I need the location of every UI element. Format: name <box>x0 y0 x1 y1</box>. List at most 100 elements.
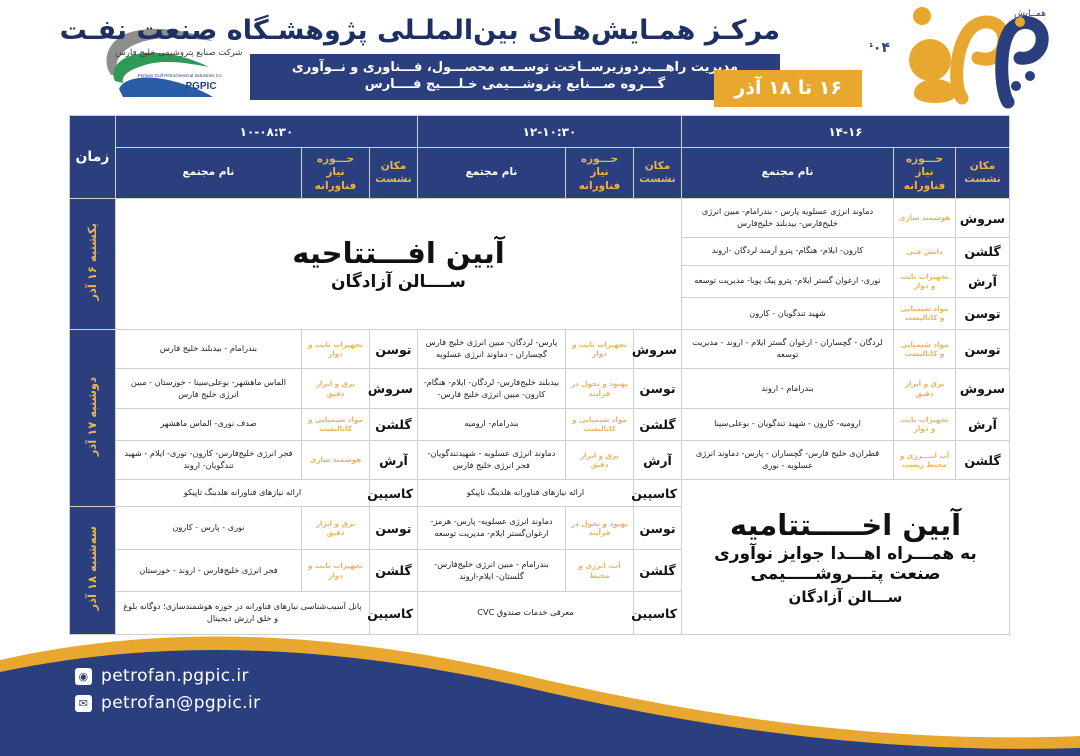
contact-block: ◉ petrofan.pgpic.ir ✉ petrofan@pgpic.ir <box>75 666 260 720</box>
time-slot-10-0830: ۱۰-۰۸:۳۰ <box>114 115 418 148</box>
col-head-place-3: مکان نشست <box>368 147 418 199</box>
contact-email[interactable]: ✉ petrofan@pgpic.ir <box>75 693 260 713</box>
table-row: توسن مواد شیمیایی و کاتالیست لردگان - گچ… <box>68 329 1010 508</box>
email-text: petrofan@pgpic.ir <box>101 693 261 713</box>
cell-names: بیدبلند خلیج‌فارس- لردگان- ایلام- هنگام-… <box>416 368 566 409</box>
cell-domain: تجهیزات ثابت و دوار <box>564 329 634 370</box>
globe-icon: ◉ <box>75 667 92 685</box>
subtitle-line-1: مدیریت راهـــبردوزیرســاخت توســعه محصــ… <box>291 59 739 75</box>
table-head: ۱۴-۱۶ ۱۲-۱۰:۳۰ ۱۰-۰۸:۳۰ زمان مکان نشست ح… <box>68 115 1011 199</box>
closing-ceremony-cell: آیین اخـــــتتامیه به همـــراه اهـــدا ج… <box>680 479 1011 635</box>
cell-names: فجر انرژی خلیج‌فارس - اروند - خوزستان <box>114 548 302 593</box>
table-row: آرش تجهیزات ثابت و دوار نوری- ارغوان گست… <box>69 264 1010 298</box>
website-text: petrofan.pgpic.ir <box>101 666 249 686</box>
cell-domain: تجهیزات ثابت و دوار <box>893 264 956 298</box>
col-head-names-2: نام مجتمع <box>416 147 566 199</box>
table-row: آرش تجهیزات ثابت و دوار ارومیه- کارون - … <box>69 407 1010 441</box>
cell-place: توسن <box>955 296 1010 331</box>
cell-place: گلشن <box>632 407 682 441</box>
col-head-domain-2: حـــوزه نیاز فناورانه <box>564 147 634 199</box>
table-row: گلشن آب انــــرژی و محیط زیست قطران‌ی خل… <box>69 439 1010 481</box>
cell-names: پانل آسیب‌شناسی نیازهای فناورانه در حوزه… <box>114 591 370 635</box>
closing-ceremony-note: به همـــراه اهـــدا جوایز نوآوری صنعت پت… <box>714 544 977 585</box>
time-slot-14-16: ۱۴-۱۶ <box>680 115 1011 148</box>
cell-place: کاسپین <box>631 591 682 635</box>
poster-header: شرکت صنایع پتروشیمی خلیج فارس Persian Gu… <box>0 0 1080 115</box>
cell-names: دماوند انرژی عسلویه- پارس- هرمز- ارغوان‌… <box>416 506 566 550</box>
time-slot-header-row: ۱۴-۱۶ ۱۲-۱۰:۳۰ ۱۰-۰۸:۳۰ زمان <box>68 115 1011 199</box>
header-title-block: مرکـز همـایش‌هـای بین‌الملـلی پژوهشـگاه … <box>59 14 781 100</box>
cell-domain: برق و ابزار دقیق <box>564 439 634 481</box>
cell-domain: آب انــــرژی و محیط زیست <box>893 439 956 481</box>
cell-domain: دانش فنی <box>893 237 956 266</box>
cell-place: سروش <box>632 329 682 370</box>
col-head-place-1: مکان نشست <box>955 147 1010 199</box>
pgpic-logo-mark: شرکت صنایع پتروشیمی خلیج فارس Persian Gu… <box>106 28 243 97</box>
cell-domain: برق و ابزار دقیق <box>300 506 370 550</box>
table-row: کاسپین معرفی خدمات صندوق CVC کاسپین پانل… <box>69 591 1009 635</box>
closing-ceremony-title: آیین اخـــــتتامیه <box>729 508 962 543</box>
cell-place: گلشن <box>632 548 682 593</box>
event-date-badge: ۱۶ تا ۱۸ آذر <box>714 70 862 107</box>
cell-names: صدف نوری- الماس ماهشهر <box>114 407 302 441</box>
cell-names: نوری- ارغوان گستر ایلام- پترو پیک پویا- … <box>680 264 895 298</box>
petrofan-brand-logo: ۱۴۰۴ همــایش <box>870 7 1049 109</box>
col-head-names-3: نام مجتمع <box>114 147 302 199</box>
cell-names: نوری - پارس - کارون <box>114 506 302 550</box>
page-title: مرکـز همـایش‌هـای بین‌الملـلی پژوهشـگاه … <box>59 15 781 46</box>
cell-place: گلشن <box>368 407 418 441</box>
zaman-header: زمان <box>68 115 116 199</box>
schedule-table-area: ۱۴-۱۶ ۱۲-۱۰:۳۰ ۱۰-۰۸:۳۰ زمان مکان نشست ح… <box>0 115 1080 635</box>
cell-place: آرش <box>955 407 1010 441</box>
day-label-1: یکشنبه ۱۶ آذر <box>68 197 116 331</box>
cell-place: گلشن <box>368 548 418 593</box>
brand-kicker-text: همــایش <box>1014 9 1046 19</box>
svg-text:شرکت صنایع پتروشیمی خلیج فارس: شرکت صنایع پتروشیمی خلیج فارس <box>116 48 243 58</box>
cell-domain: مواد شیمیایی و کاتالیست <box>564 407 634 441</box>
cell-place: سروش <box>955 197 1010 239</box>
svg-text:Persian Gulf Petrochemical Ind: Persian Gulf Petrochemical Industries Co… <box>136 73 222 78</box>
cell-domain: هوشمند سازی <box>893 197 956 239</box>
column-header-row: مکان نشست حـــوزه نیاز فناورانه نام مجتم… <box>69 147 1010 199</box>
day-label-3-text: سه‌شنبه ۱۸ آذر <box>85 526 100 611</box>
col-head-names-1: نام مجتمع <box>680 147 895 199</box>
brand-year-text: ۱۴۰۴ <box>870 40 890 56</box>
table-row: توسن مواد شیمیایی و کاتالیست شهید تندگوی… <box>69 296 1010 331</box>
cell-names: ارومیه- کارون - شهید تندگویان - بوعلی‌سی… <box>680 407 895 441</box>
cell-domain: برق و ابزار دقیق <box>893 368 956 409</box>
cell-domain: مواد شیمیایی و کاتالیست <box>300 407 370 441</box>
cell-place: توسن <box>632 368 682 409</box>
cell-place: توسن <box>368 506 418 550</box>
cell-place: توسن <box>632 506 682 550</box>
closing-ceremony-venue: ســـالن آزادگان <box>788 588 903 607</box>
envelope-icon: ✉ <box>75 694 92 712</box>
day-label-1-text: یکشنبه ۱۶ آذر <box>85 223 100 301</box>
svg-text:PGPIC: PGPIC <box>185 81 216 92</box>
cell-names: کارون- ایلام- هنگام- پترو آرمند لردگان -… <box>680 237 895 266</box>
cell-names: الماس ماهشهر- بوعلی‌سینا - خوزستان - مبی… <box>114 368 302 409</box>
cell-domain: تجهیزات ثابت و دوار <box>300 329 370 370</box>
schedule-table: ۱۴-۱۶ ۱۲-۱۰:۳۰ ۱۰-۰۸:۳۰ زمان مکان نشست ح… <box>68 115 1011 635</box>
cell-place: توسن <box>368 329 418 370</box>
poster-footer: ◉ petrofan.pgpic.ir ✉ petrofan@pgpic.ir <box>0 616 1080 756</box>
table-body: سروش هوشمند سازی دماوند انرژی عسلویه پار… <box>68 197 1011 635</box>
cell-domain: بهبود و تحول در فرآیند <box>564 368 634 409</box>
cell-place: کاسپین <box>367 479 418 508</box>
cell-domain: مواد شیمیایی و کاتالیست <box>893 329 956 370</box>
col-head-place-2: مکان نشست <box>632 147 682 199</box>
cell-place: کاسپین <box>631 479 682 508</box>
col-head-domain-1: حـــوزه نیاز فناورانه <box>893 147 956 199</box>
cell-names: بندرامام- ارومیه <box>416 407 566 441</box>
opening-ceremony-title: آیین افـــتتاحیه <box>292 236 505 271</box>
table-row: گلشن آب، انرژی و محیط بندرامام - مبین ان… <box>69 548 1009 593</box>
cell-place: گلشن <box>955 237 1010 266</box>
contact-website[interactable]: ◉ petrofan.pgpic.ir <box>75 666 260 686</box>
cell-names: پارس- لردگان- مبین انرژی خلیج فارس گچسار… <box>416 329 566 370</box>
cell-names: دماوند انرژی عسلویه پارس - بندرامام- مبی… <box>680 197 895 239</box>
subtitle-band: مدیریت راهـــبردوزیرســاخت توســعه محصــ… <box>250 53 780 100</box>
table-row: آیین اخـــــتتامیه به همـــراه اهـــدا ج… <box>69 479 1011 635</box>
col-head-domain-3: حـــوزه نیاز فناورانه <box>300 147 370 199</box>
cell-place: گلشن <box>955 439 1010 481</box>
cell-domain: تجهیزات ثابت و دوار <box>893 407 956 441</box>
time-slot-12-1030: ۱۲-۱۰:۳۰ <box>416 115 682 148</box>
